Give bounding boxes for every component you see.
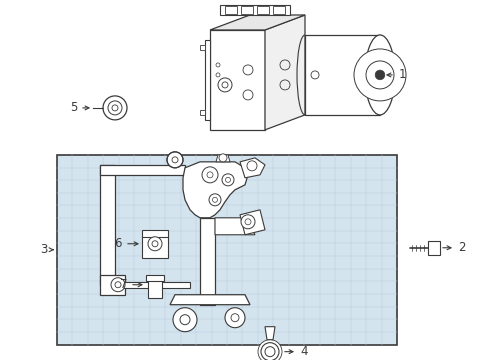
Text: 5: 5: [70, 102, 77, 114]
Circle shape: [354, 49, 406, 101]
Circle shape: [173, 308, 197, 332]
Circle shape: [218, 78, 232, 92]
Circle shape: [216, 73, 220, 77]
Circle shape: [148, 237, 162, 251]
Polygon shape: [200, 218, 215, 305]
Polygon shape: [265, 327, 275, 340]
Circle shape: [216, 63, 220, 67]
Circle shape: [311, 71, 319, 79]
Polygon shape: [428, 241, 440, 255]
Bar: [225, 6, 237, 14]
Polygon shape: [240, 158, 265, 178]
Circle shape: [180, 315, 190, 325]
Text: 3: 3: [40, 243, 48, 256]
Circle shape: [247, 161, 257, 171]
Circle shape: [209, 194, 221, 206]
Polygon shape: [200, 45, 205, 50]
Bar: [146, 275, 164, 281]
Polygon shape: [216, 155, 230, 162]
Text: 1: 1: [399, 68, 407, 81]
Circle shape: [231, 314, 239, 322]
Bar: [273, 6, 285, 14]
Polygon shape: [240, 210, 265, 235]
Polygon shape: [265, 15, 305, 130]
Circle shape: [265, 347, 275, 357]
Circle shape: [112, 105, 118, 111]
Bar: [241, 6, 253, 14]
Polygon shape: [100, 165, 185, 175]
Ellipse shape: [365, 35, 395, 115]
Circle shape: [245, 219, 251, 225]
Circle shape: [280, 80, 290, 90]
Circle shape: [108, 101, 122, 115]
Circle shape: [222, 174, 234, 186]
Polygon shape: [200, 110, 205, 115]
Text: 7: 7: [120, 278, 127, 291]
Text: 2: 2: [458, 241, 466, 254]
Bar: [142, 236, 168, 258]
Bar: [257, 6, 269, 14]
Circle shape: [280, 60, 290, 70]
Circle shape: [103, 96, 127, 120]
Circle shape: [243, 90, 253, 100]
Circle shape: [172, 157, 178, 163]
Circle shape: [258, 340, 282, 360]
Text: 4: 4: [300, 345, 308, 358]
Polygon shape: [100, 275, 125, 295]
Circle shape: [241, 215, 255, 229]
Bar: [57, 155, 397, 345]
Circle shape: [115, 282, 121, 288]
Circle shape: [152, 241, 158, 247]
Circle shape: [202, 167, 218, 183]
Circle shape: [366, 61, 394, 89]
Circle shape: [213, 197, 218, 202]
Polygon shape: [210, 15, 305, 30]
Bar: [142, 230, 168, 237]
Circle shape: [375, 70, 385, 80]
Circle shape: [167, 152, 183, 168]
Polygon shape: [210, 30, 265, 130]
Polygon shape: [183, 162, 248, 218]
Circle shape: [219, 154, 227, 162]
Text: 6: 6: [115, 237, 122, 250]
Circle shape: [261, 343, 279, 360]
Circle shape: [222, 82, 228, 88]
Polygon shape: [220, 5, 290, 15]
Circle shape: [207, 172, 213, 178]
Polygon shape: [115, 282, 190, 288]
Polygon shape: [170, 295, 250, 305]
Polygon shape: [205, 40, 210, 120]
Circle shape: [111, 278, 125, 292]
Polygon shape: [100, 165, 115, 285]
Polygon shape: [215, 218, 255, 235]
Bar: [305, 35, 380, 115]
Circle shape: [225, 177, 230, 182]
Circle shape: [225, 308, 245, 328]
Bar: [148, 280, 162, 298]
Circle shape: [243, 65, 253, 75]
